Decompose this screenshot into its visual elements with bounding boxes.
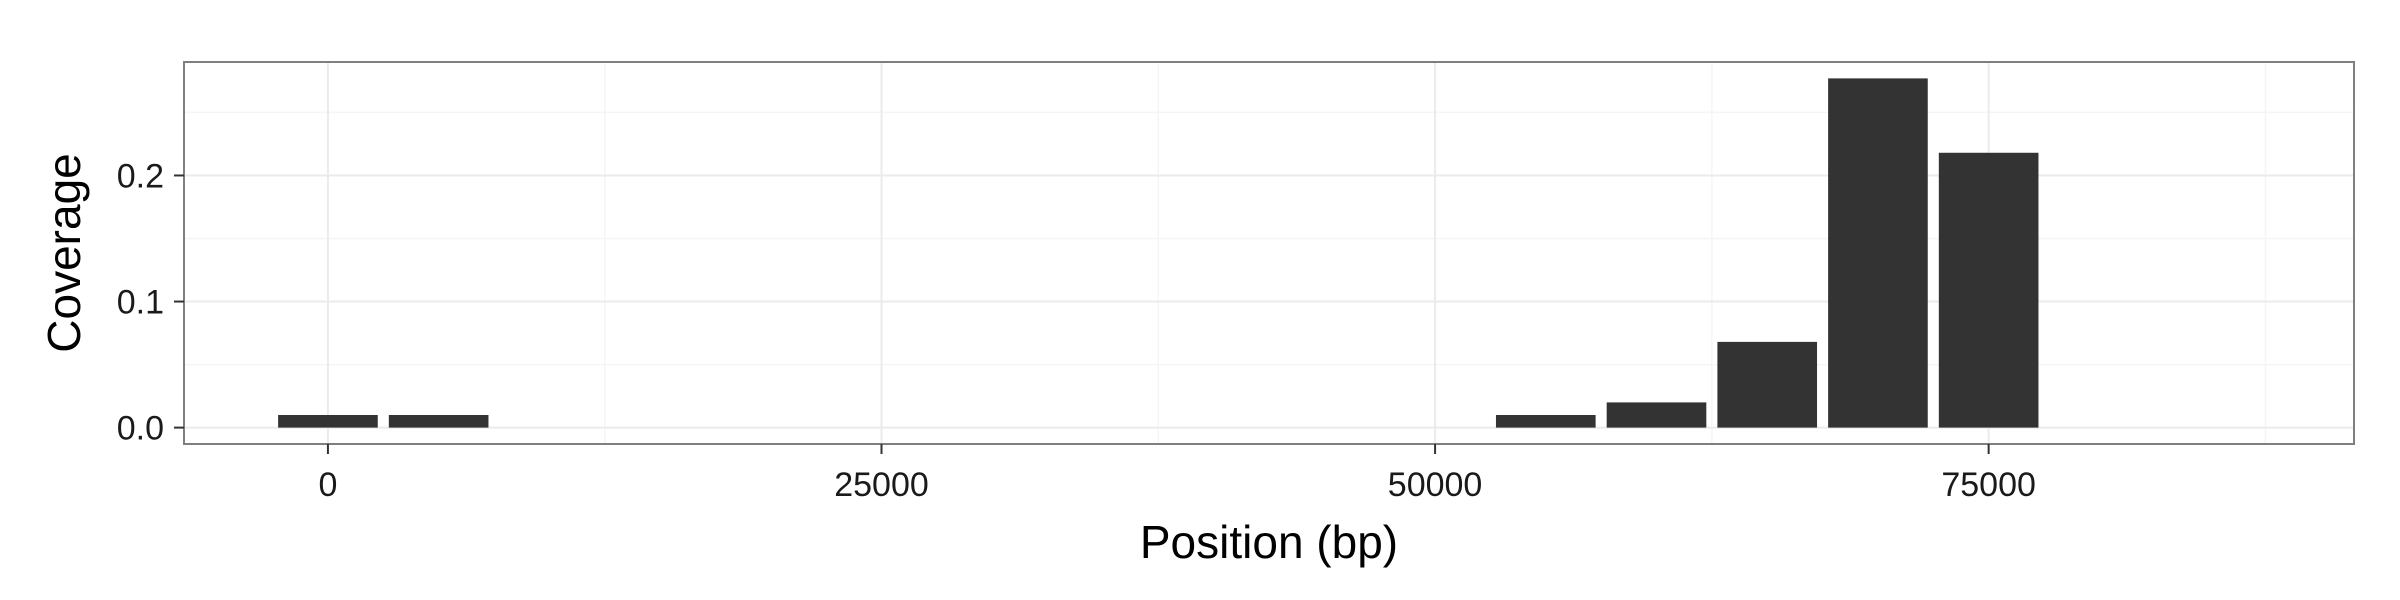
y-tick-label: 0.0 [117,410,164,448]
bar-3 [1606,402,1707,428]
x-tick-label: 25000 [834,466,929,504]
bars [278,78,2039,428]
bar-1 [388,415,489,428]
y-tick-label: 0.1 [117,284,164,322]
bar-6 [1938,152,2039,428]
bar-2 [1495,415,1596,428]
y-tick-label: 0.2 [117,157,164,195]
x-axis-title: Position (bp) [1140,516,1398,568]
x-axis-ticks: 0 25000 50000 75000 [318,444,2036,504]
x-tick-label: 0 [318,466,337,504]
plot-panel-border [183,61,2355,445]
y-axis-title: Coverage [38,153,90,352]
x-tick-label: 75000 [1941,466,2036,504]
x-tick-label: 50000 [1388,466,1483,504]
bar-0 [278,415,378,428]
bar-4 [1717,341,1818,428]
bar-5 [1828,78,1928,428]
y-axis-ticks: 0.0 0.1 0.2 [117,157,184,448]
